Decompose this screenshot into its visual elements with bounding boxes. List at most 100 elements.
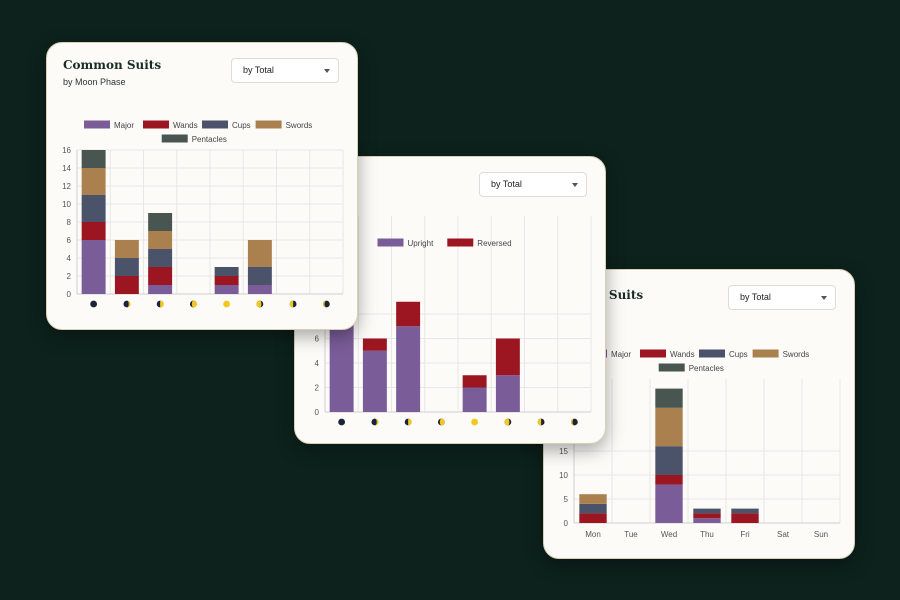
sort-dropdown[interactable]: by Total bbox=[728, 285, 836, 310]
moon-lit-part bbox=[256, 300, 262, 308]
caret-down-icon bbox=[324, 69, 330, 73]
bar-segment-major bbox=[148, 285, 173, 294]
waning-crescent-icon bbox=[322, 300, 330, 308]
y-tick-label: 4 bbox=[67, 254, 72, 263]
y-tick-label: 6 bbox=[67, 236, 72, 245]
legend-label: Major bbox=[114, 121, 134, 130]
legend-label: Pentacles bbox=[689, 364, 724, 373]
legend-label: Upright bbox=[408, 239, 435, 248]
moon-disc bbox=[90, 300, 98, 308]
y-tick-label: 16 bbox=[62, 146, 71, 155]
y-tick-label: 8 bbox=[67, 218, 72, 227]
moon-lit-part bbox=[504, 418, 510, 426]
y-tick-label: 10 bbox=[559, 471, 568, 480]
legend-label: Reversed bbox=[477, 239, 511, 248]
dropdown-value: by Total bbox=[243, 65, 274, 75]
bar-segment-cups bbox=[247, 267, 272, 285]
bar-segment-pentacles bbox=[148, 213, 173, 231]
x-tick-label: Wed bbox=[661, 530, 677, 539]
caret-down-icon bbox=[821, 296, 827, 300]
bar-segment-major bbox=[655, 484, 683, 523]
dropdown-value: by Total bbox=[491, 179, 522, 189]
legend-swatch bbox=[143, 120, 169, 129]
bar-segment-swords bbox=[81, 168, 106, 195]
bar-segment-cups bbox=[148, 249, 173, 267]
waxing-gibbous-icon bbox=[437, 418, 445, 426]
legend-item-cups: Cups bbox=[699, 349, 748, 359]
bar-segment-wands bbox=[114, 276, 139, 294]
legend-label: Wands bbox=[670, 350, 695, 359]
waning-gibbous-icon bbox=[256, 300, 264, 308]
sort-dropdown[interactable]: by Total bbox=[231, 58, 339, 83]
legend-label: Cups bbox=[232, 121, 251, 130]
waning-gibbous-icon bbox=[504, 418, 512, 426]
moon-disc bbox=[223, 300, 231, 308]
y-tick-label: 0 bbox=[67, 290, 72, 299]
moon-lit-part bbox=[191, 300, 197, 308]
dropdown-value: by Total bbox=[740, 292, 771, 302]
legend-swatch bbox=[84, 120, 110, 129]
legend-item-swords: Swords bbox=[752, 349, 809, 359]
legend-item-major: Major bbox=[84, 120, 134, 130]
legend-label: Pentacles bbox=[192, 135, 227, 144]
legend-item-pentacles: Pentacles bbox=[161, 134, 227, 144]
bar-segment-major bbox=[693, 518, 721, 523]
legend-item-wands: Wands bbox=[143, 120, 198, 130]
bar-segment-wands bbox=[731, 513, 759, 523]
stacked-bar-chart: 0 2 4 6 8 10 12 14 16 Major Wands Cups Swords Pentacl… bbox=[62, 120, 344, 308]
moon-phase-suits-card: Common Suits by Moon Phase by Total 0 2 4 6… bbox=[46, 42, 358, 330]
x-tick-label: Sun bbox=[814, 530, 828, 539]
bar-segment-cups bbox=[693, 508, 721, 514]
x-tick-label: Tue bbox=[624, 530, 638, 539]
last-quarter-icon bbox=[289, 300, 297, 308]
bar-segment-cups bbox=[731, 508, 759, 514]
bar-segment-reversed bbox=[362, 338, 387, 351]
bar-segment-wands bbox=[148, 267, 173, 285]
moon-lit-part bbox=[570, 418, 575, 426]
legend-swatch bbox=[640, 349, 666, 358]
full-moon-icon bbox=[471, 418, 479, 426]
bar-segment-wands bbox=[81, 222, 106, 240]
y-tick-label: 0 bbox=[315, 408, 320, 417]
bar-segment-cups bbox=[114, 258, 139, 276]
waning-crescent-icon bbox=[570, 418, 578, 426]
y-tick-label: 0 bbox=[564, 519, 569, 528]
legend-swatch bbox=[658, 363, 685, 372]
moon-lit-part bbox=[408, 418, 412, 426]
waxing-crescent-icon bbox=[123, 300, 131, 308]
x-tick-label: Sat bbox=[777, 530, 790, 539]
y-tick-label: 12 bbox=[62, 182, 71, 191]
card-title: Common Suits bbox=[63, 58, 162, 72]
legend-label: Wands bbox=[173, 121, 198, 130]
bar-segment-wands bbox=[655, 475, 683, 485]
bar-segment-upright bbox=[362, 350, 387, 412]
legend-swatch bbox=[752, 349, 779, 358]
caret-down-icon bbox=[572, 183, 578, 187]
bar-segment-wands bbox=[214, 276, 239, 285]
moon-lit-part bbox=[289, 300, 294, 308]
bar-segment-swords bbox=[655, 407, 683, 447]
sort-dropdown[interactable]: by Total bbox=[479, 172, 587, 197]
first-quarter-icon bbox=[404, 418, 412, 426]
bar-segment-swords bbox=[247, 240, 272, 267]
moon-lit-part bbox=[439, 418, 445, 426]
x-tick-label: Thu bbox=[700, 530, 714, 539]
y-tick-label: 15 bbox=[559, 447, 568, 456]
first-quarter-icon bbox=[156, 300, 164, 308]
bar-segment-cups bbox=[214, 267, 239, 276]
bar-segment-reversed bbox=[462, 375, 487, 388]
x-tick-label: Fri bbox=[740, 530, 750, 539]
bar-segment-major bbox=[81, 240, 106, 294]
legend-item-wands: Wands bbox=[640, 349, 695, 359]
moon-lit-part bbox=[537, 418, 542, 426]
bar-segment-wands bbox=[579, 513, 607, 523]
legend-swatch bbox=[202, 120, 228, 129]
legend-label: Major bbox=[611, 350, 631, 359]
x-tick-label: Mon bbox=[585, 530, 601, 539]
legend-label: Cups bbox=[729, 350, 748, 359]
moon-lit-part bbox=[160, 300, 164, 308]
legend-label: Swords bbox=[286, 121, 313, 130]
legend-item-swords: Swords bbox=[255, 120, 313, 130]
bar-segment-cups bbox=[655, 446, 683, 475]
bar-segment-upright bbox=[396, 326, 421, 412]
